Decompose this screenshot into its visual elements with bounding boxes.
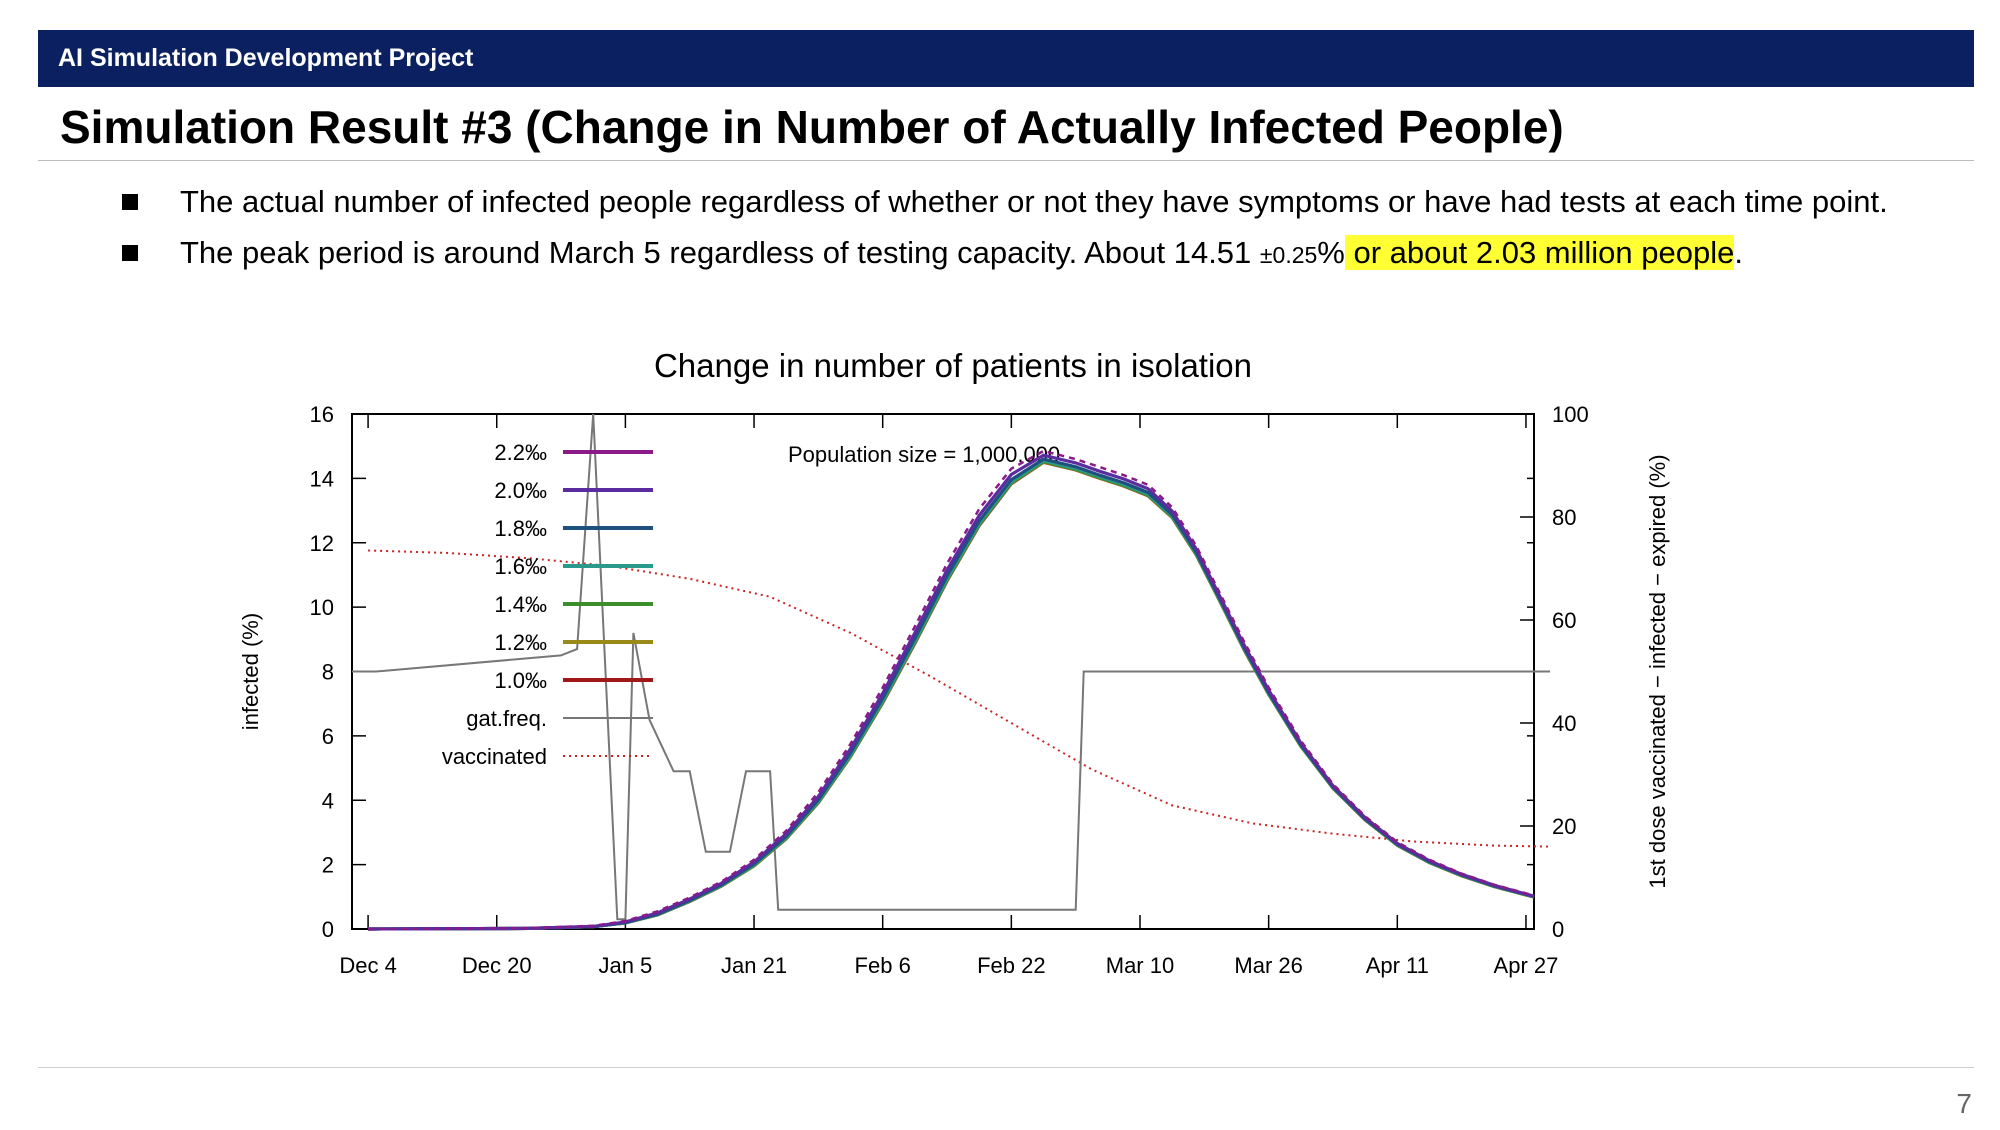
series-line bbox=[368, 453, 1535, 931]
y-tick-label: 2 bbox=[322, 853, 334, 878]
footer-divider bbox=[38, 1067, 1974, 1068]
project-name: AI Simulation Development Project bbox=[58, 44, 474, 72]
bullet-end: . bbox=[1734, 235, 1743, 270]
y2-tick-label: 100 bbox=[1552, 402, 1589, 427]
legend-label: vaccinated bbox=[442, 744, 547, 769]
y-axis-label: infected (%) bbox=[238, 613, 263, 730]
x-tick-label: Mar 10 bbox=[1106, 953, 1174, 978]
y-tick-label: 6 bbox=[322, 724, 334, 749]
y2-tick-label: 20 bbox=[1552, 814, 1576, 839]
bullet-text: The actual number of infected people reg… bbox=[180, 184, 1888, 219]
plus-minus-value: ±0.25 bbox=[1259, 242, 1318, 268]
x-tick-label: Apr 11 bbox=[1366, 953, 1429, 978]
bullet-item: The actual number of infected people reg… bbox=[118, 182, 1918, 221]
percent-sign: % bbox=[1317, 235, 1345, 270]
y2-axis-label: 1st dose vaccinated − infected − expired… bbox=[1645, 454, 1670, 888]
chart-title: Change in number of patients in isolatio… bbox=[654, 347, 1252, 384]
legend-label: 2.0‰ bbox=[494, 478, 547, 503]
header-bar: AI Simulation Development Project bbox=[38, 30, 1974, 87]
y2-tick-label: 60 bbox=[1552, 608, 1576, 633]
y-tick-label: 4 bbox=[322, 788, 334, 813]
legend-label: 1.6‰ bbox=[494, 554, 547, 579]
y-tick-label: 10 bbox=[310, 595, 334, 620]
x-tick-label: Apr 27 bbox=[1494, 953, 1559, 978]
x-tick-label: Mar 26 bbox=[1234, 953, 1302, 978]
population-annotation: Population size = 1,000,000 bbox=[788, 442, 1060, 467]
bullet-square-icon bbox=[122, 245, 138, 261]
x-tick-label: Dec 20 bbox=[462, 953, 532, 978]
page-number: 7 bbox=[1956, 1088, 1972, 1119]
y-tick-label: 16 bbox=[310, 402, 334, 427]
y-tick-label: 12 bbox=[310, 531, 334, 556]
x-tick-label: Feb 22 bbox=[977, 953, 1046, 978]
legend-label: 1.2‰ bbox=[494, 630, 547, 655]
y2-tick-label: 0 bbox=[1552, 917, 1564, 942]
legend-label: 2.2‰ bbox=[494, 440, 547, 465]
series-line bbox=[368, 449, 1535, 931]
bullet-list: The actual number of infected people reg… bbox=[118, 182, 1918, 287]
highlighted-text: or about 2.03 million people bbox=[1344, 235, 1735, 270]
bullet-text: The peak period is around March 5 regard… bbox=[180, 235, 1260, 270]
legend-label: gat.freq. bbox=[466, 706, 547, 731]
y-tick-label: 0 bbox=[322, 917, 334, 942]
page-title: Simulation Result #3 (Change in Number o… bbox=[60, 101, 1564, 153]
x-tick-label: Feb 6 bbox=[855, 953, 911, 978]
x-tick-label: Dec 4 bbox=[339, 953, 396, 978]
legend-label: 1.8‰ bbox=[494, 516, 547, 541]
bullet-square-icon bbox=[122, 194, 138, 210]
y2-tick-label: 80 bbox=[1552, 505, 1576, 530]
title-divider bbox=[38, 160, 1974, 161]
legend-label: 1.0‰ bbox=[494, 668, 547, 693]
x-tick-label: Jan 5 bbox=[598, 953, 652, 978]
legend-label: 1.4‰ bbox=[494, 592, 547, 617]
bullet-item: The peak period is around March 5 regard… bbox=[118, 233, 1918, 275]
y-tick-label: 8 bbox=[322, 660, 334, 685]
x-tick-label: Jan 21 bbox=[721, 953, 787, 978]
series-vaccinated bbox=[368, 549, 1551, 848]
y2-tick-label: 40 bbox=[1552, 711, 1576, 736]
y-tick-label: 14 bbox=[310, 466, 334, 491]
series-gat-freq bbox=[352, 413, 1551, 921]
